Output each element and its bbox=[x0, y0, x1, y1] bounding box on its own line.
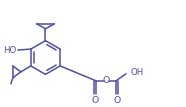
Text: O: O bbox=[113, 96, 121, 105]
Text: OH: OH bbox=[131, 68, 144, 77]
Text: HO: HO bbox=[4, 46, 17, 55]
Text: O: O bbox=[103, 76, 110, 85]
Text: O: O bbox=[91, 96, 99, 105]
